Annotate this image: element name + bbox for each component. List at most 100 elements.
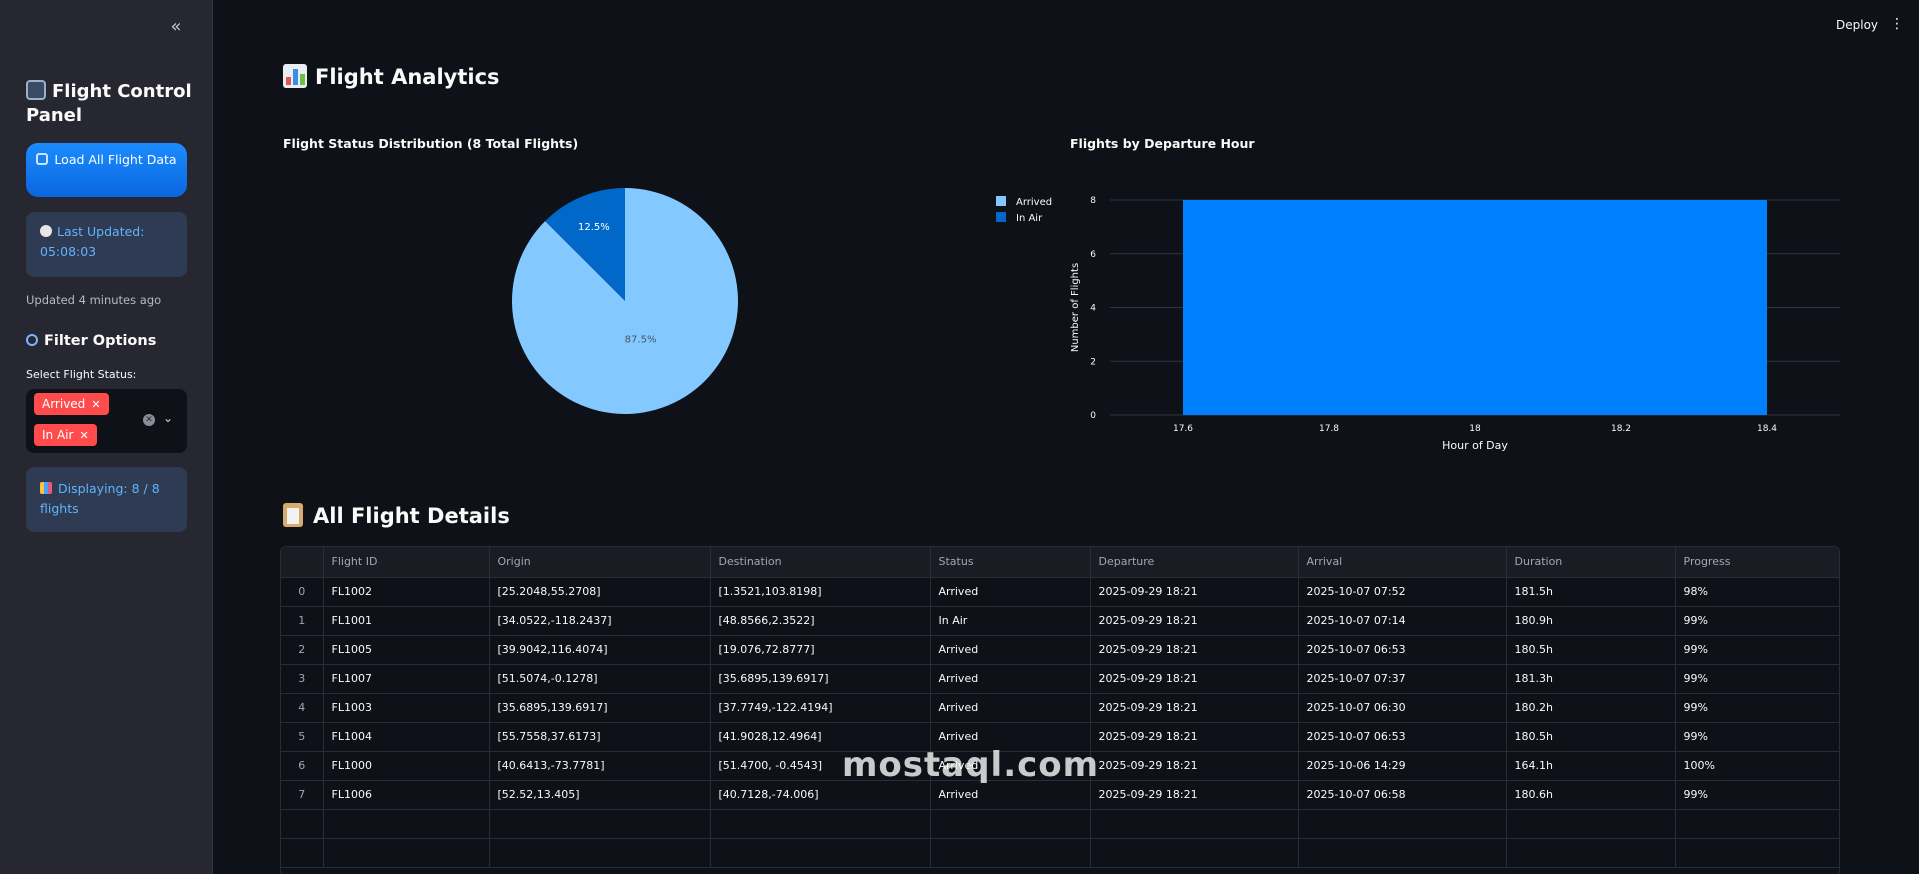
pie-slice-label: 87.5% bbox=[625, 335, 657, 346]
table-cell: 2025-10-07 06:30 bbox=[1298, 693, 1507, 723]
column-header[interactable]: Flight ID bbox=[323, 547, 490, 578]
table-row[interactable]: 0 FL1002 [25.2048,55.2708] [1.3521,103.8198… bbox=[281, 577, 1839, 607]
deploy-button[interactable]: Deploy bbox=[1836, 18, 1879, 32]
empty-cell bbox=[1506, 838, 1676, 868]
table-cell: [41.9028,12.4964] bbox=[710, 722, 931, 752]
table-cell: 180.2h bbox=[1506, 693, 1676, 723]
table-header-row: Flight ID Origin Destination Status Departur… bbox=[281, 547, 1839, 578]
pie-slice-arrived[interactable] bbox=[512, 188, 738, 414]
table-cell: 99% bbox=[1675, 606, 1839, 636]
flight-details-table[interactable]: Flight ID Origin Destination Status Departur… bbox=[280, 546, 1840, 874]
column-header[interactable] bbox=[281, 547, 324, 578]
table-cell: Arrived bbox=[930, 635, 1091, 665]
empty-cell bbox=[281, 838, 324, 868]
bar-hour-18[interactable] bbox=[1183, 200, 1767, 415]
legend-swatch bbox=[996, 212, 1006, 222]
column-header[interactable]: Origin bbox=[489, 547, 711, 578]
row-index: 4 bbox=[281, 693, 324, 723]
table-cell: FL1005 bbox=[323, 635, 490, 665]
load-all-flight-data-button[interactable]: Load All Flight Data bbox=[26, 143, 187, 197]
pie-legend: Arrived In Air bbox=[996, 195, 1052, 227]
table-cell: FL1002 bbox=[323, 577, 490, 607]
empty-cell bbox=[1506, 809, 1676, 839]
legend-label: In Air bbox=[1016, 213, 1043, 224]
table-cell: 2025-10-07 07:37 bbox=[1298, 664, 1507, 694]
table-cell: 180.9h bbox=[1506, 606, 1676, 636]
column-header[interactable]: Duration bbox=[1506, 547, 1676, 578]
table-cell: FL1006 bbox=[323, 780, 490, 810]
table-cell: FL1001 bbox=[323, 606, 490, 636]
table-row[interactable]: 4 FL1003 [35.6895,139.6917] [37.7749,-122.4… bbox=[281, 693, 1839, 723]
legend-label: Arrived bbox=[1016, 197, 1053, 208]
table-cell: [35.6895,139.6917] bbox=[710, 664, 931, 694]
column-header[interactable]: Destination bbox=[710, 547, 931, 578]
collapse-sidebar-icon[interactable]: « bbox=[170, 16, 182, 37]
column-header[interactable]: Departure bbox=[1090, 547, 1299, 578]
table-cell: Arrived bbox=[930, 722, 1091, 752]
x-tick-label: 18.4 bbox=[1757, 424, 1777, 434]
legend-item-arrived[interactable]: Arrived bbox=[996, 195, 1052, 211]
table-cell: [52.52,13.405] bbox=[489, 780, 711, 810]
column-header[interactable]: Status bbox=[930, 547, 1091, 578]
table-cell: 98% bbox=[1675, 577, 1839, 607]
remove-chip-icon[interactable]: ✕ bbox=[91, 398, 101, 411]
column-header[interactable]: Progress bbox=[1675, 547, 1839, 578]
table-row[interactable]: 7 FL1006 [52.52,13.405] [40.7128,-74.006] Ar… bbox=[281, 780, 1839, 810]
empty-row bbox=[281, 838, 1839, 868]
table-cell: 2025-10-07 07:14 bbox=[1298, 606, 1507, 636]
table-cell: [51.5074,-0.1278] bbox=[489, 664, 711, 694]
empty-cell bbox=[1675, 838, 1839, 868]
table-cell: 164.1h bbox=[1506, 751, 1676, 781]
more-options-icon[interactable]: ⋮ bbox=[1890, 16, 1904, 32]
empty-cell bbox=[930, 809, 1091, 839]
y-tick-label: 8 bbox=[1090, 196, 1096, 206]
chip-label: Arrived bbox=[42, 397, 86, 411]
chip-label: In Air bbox=[42, 428, 74, 442]
y-axis-label: Number of Flights bbox=[1070, 263, 1081, 352]
x-tick-label: 18.2 bbox=[1611, 424, 1631, 434]
status-multiselect[interactable]: Arrived ✕ In Air ✕ ✕ ⌄ bbox=[26, 389, 187, 453]
empty-cell bbox=[323, 838, 490, 868]
x-tick-label: 18 bbox=[1469, 424, 1481, 434]
status-chip-arrived: Arrived ✕ bbox=[34, 393, 109, 415]
table-cell: 2025-09-29 18:21 bbox=[1090, 722, 1299, 752]
analytics-icon bbox=[283, 64, 307, 88]
table-cell: 2025-10-07 06:53 bbox=[1298, 635, 1507, 665]
table-cell: 2025-10-07 06:58 bbox=[1298, 780, 1507, 810]
table-cell: Arrived bbox=[930, 664, 1091, 694]
table-cell: 181.3h bbox=[1506, 664, 1676, 694]
table-row[interactable]: 3 FL1007 [51.5074,-0.1278] [35.6895,139.691… bbox=[281, 664, 1839, 694]
refresh-icon bbox=[36, 153, 49, 165]
table-cell: 99% bbox=[1675, 635, 1839, 665]
table-row[interactable]: 6 FL1000 [40.6413,-73.7781] [51.4700, -0.45… bbox=[281, 751, 1839, 781]
row-index: 0 bbox=[281, 577, 324, 607]
remove-chip-icon[interactable]: ✕ bbox=[79, 429, 89, 442]
displaying-count-info: Displaying: 8 / 8 flights bbox=[26, 467, 187, 532]
table-cell: 99% bbox=[1675, 722, 1839, 752]
chevron-down-icon[interactable]: ⌄ bbox=[163, 411, 174, 425]
table-row[interactable]: 1 FL1001 [34.0522,-118.2437] [48.8566,2.352… bbox=[281, 606, 1839, 636]
table-cell: 2025-10-06 14:29 bbox=[1298, 751, 1507, 781]
table-row[interactable]: 2 FL1005 [39.9042,116.4074] [19.076,72.8777… bbox=[281, 635, 1839, 665]
table-cell: 100% bbox=[1675, 751, 1839, 781]
empty-cell bbox=[710, 809, 931, 839]
pie-slice-in-air[interactable] bbox=[545, 188, 625, 301]
table-cell: 180.5h bbox=[1506, 722, 1676, 752]
table-cell: FL1004 bbox=[323, 722, 490, 752]
legend-item-in-air[interactable]: In Air bbox=[996, 211, 1052, 227]
x-tick-label: 17.6 bbox=[1173, 424, 1193, 434]
column-header[interactable]: Arrival bbox=[1298, 547, 1507, 578]
empty-cell bbox=[1298, 838, 1507, 868]
table-row[interactable]: 5 FL1004 [55.7558,37.6173] [41.9028,12.4964… bbox=[281, 722, 1839, 752]
empty-cell bbox=[489, 809, 711, 839]
load-button-label: Load All Flight Data bbox=[54, 152, 177, 167]
table-cell: 180.6h bbox=[1506, 780, 1676, 810]
table-cell: In Air bbox=[930, 606, 1091, 636]
row-index: 2 bbox=[281, 635, 324, 665]
table-cell: [35.6895,139.6917] bbox=[489, 693, 711, 723]
empty-cell bbox=[1090, 838, 1299, 868]
table-cell: 2025-09-29 18:21 bbox=[1090, 780, 1299, 810]
table-cell: FL1007 bbox=[323, 664, 490, 694]
table-cell: [55.7558,37.6173] bbox=[489, 722, 711, 752]
clear-all-icon[interactable]: ✕ bbox=[143, 414, 155, 426]
